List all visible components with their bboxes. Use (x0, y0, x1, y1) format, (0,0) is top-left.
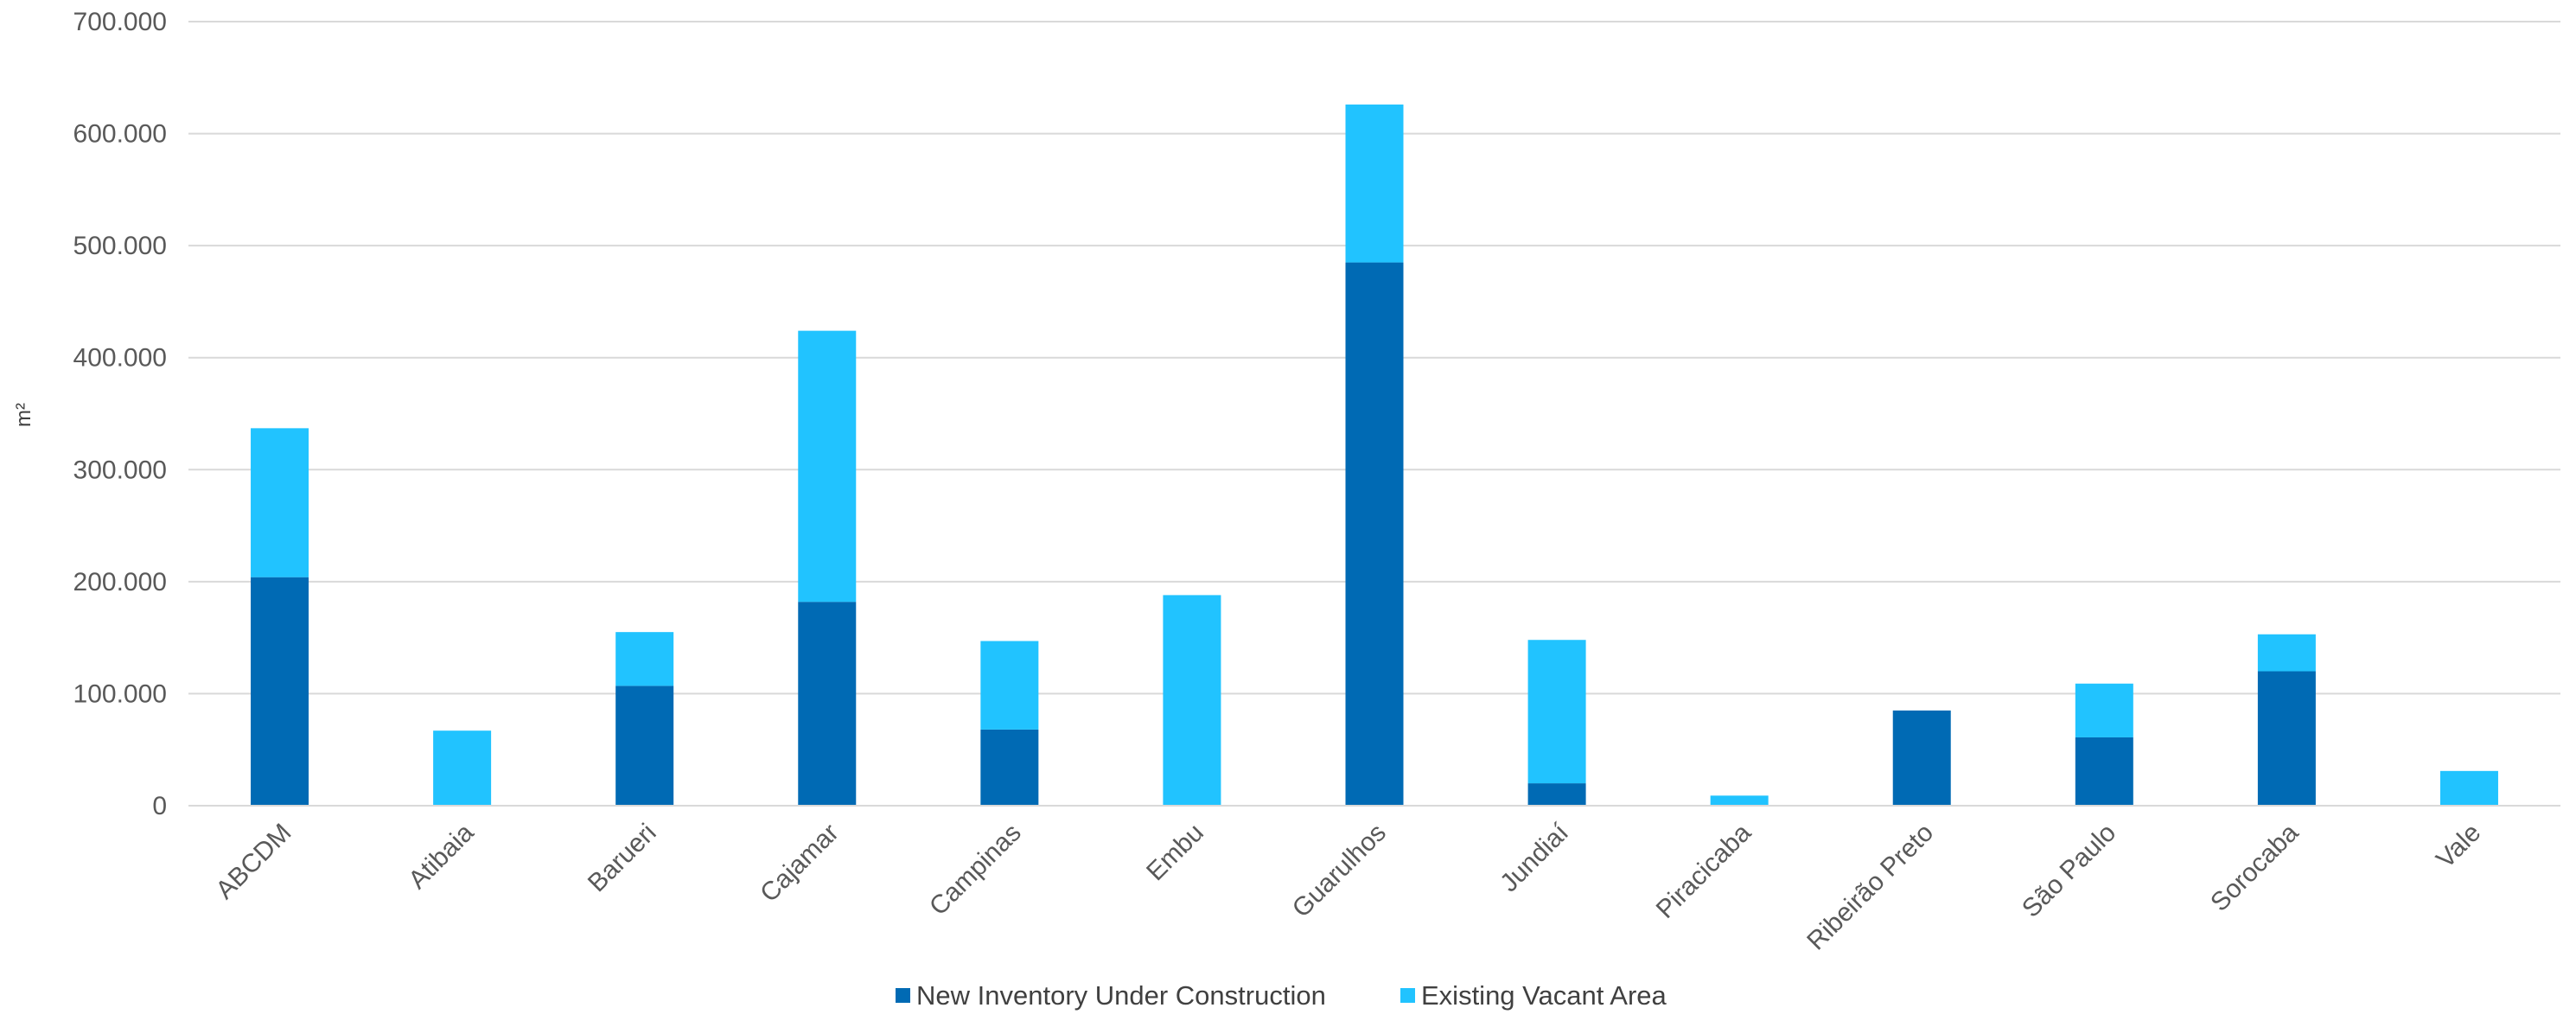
bar-segment-new-inventory (1345, 262, 1404, 806)
x-tick-label: Guarulhos (1287, 819, 1392, 923)
y-tick-label: 200.000 (73, 568, 167, 596)
bar-segment-existing-vacant (2075, 683, 2133, 737)
legend-label: Existing Vacant Area (1421, 980, 1667, 1011)
y-tick-label: 100.000 (73, 679, 167, 708)
bars (251, 104, 2498, 806)
bar-segment-new-inventory (1892, 710, 1951, 806)
y-tick-label: 0 (152, 792, 167, 820)
x-tick-label: Embu (1141, 819, 1209, 887)
bar-segment-existing-vacant (251, 428, 309, 577)
legend-label: New Inventory Under Construction (916, 980, 1326, 1011)
bar-segment-new-inventory (1527, 783, 1586, 806)
x-tick-label: Vale (2431, 819, 2486, 874)
x-tick-label: São Paulo (2017, 819, 2121, 923)
bar-segment-existing-vacant (433, 730, 492, 806)
legend-swatch (1400, 988, 1415, 1003)
bar-segment-existing-vacant (980, 641, 1039, 730)
y-tick-label: 400.000 (73, 344, 167, 373)
bar-segment-new-inventory (615, 686, 674, 806)
bar-segment-existing-vacant (615, 632, 674, 686)
x-tick-label: ABCDM (211, 819, 297, 905)
y-tick-label: 700.000 (73, 8, 167, 36)
x-tick-label: Campinas (924, 819, 1027, 922)
bar-segment-existing-vacant (1345, 104, 1404, 263)
x-tick-label: Atibaia (403, 818, 479, 894)
x-tick-label: Jundiaí (1495, 818, 1574, 897)
bar-segment-new-inventory (2257, 671, 2316, 806)
bar-segment-existing-vacant (1710, 795, 1769, 806)
x-tick-label: Ribeirão Preto (1801, 819, 1939, 956)
bar-segment-new-inventory (798, 602, 857, 806)
x-tick-label: Cajamar (755, 819, 845, 909)
bar-segment-new-inventory (251, 577, 309, 806)
bar-segment-existing-vacant (2439, 770, 2498, 806)
legend: New Inventory Under Construction Existing… (896, 980, 1667, 1011)
x-axis-tick-labels: ABCDM Atibaia Barueri Cajamar Campinas Embu Gu… (211, 818, 2487, 955)
y-axis-label: m² (12, 403, 35, 427)
legend-swatch (896, 988, 910, 1003)
bar-segment-existing-vacant (1527, 640, 1586, 784)
y-tick-label: 600.000 (73, 120, 167, 149)
y-axis-tick-labels: 0 100.000 200.000 300.000 400.000 500.000 600.… (73, 8, 167, 820)
bar-segment-new-inventory (2075, 737, 2133, 806)
y-tick-label: 300.000 (73, 456, 167, 484)
bar-segment-existing-vacant (2257, 634, 2316, 672)
x-tick-label: Sorocaba (2205, 818, 2304, 916)
x-tick-label: Barueri (583, 819, 662, 898)
bar-segment-new-inventory (980, 729, 1039, 806)
bar-segment-existing-vacant (798, 330, 857, 603)
y-tick-label: 500.000 (73, 232, 167, 260)
x-tick-label: Piracicaba (1651, 818, 1757, 924)
bar-segment-existing-vacant (1163, 595, 1221, 806)
